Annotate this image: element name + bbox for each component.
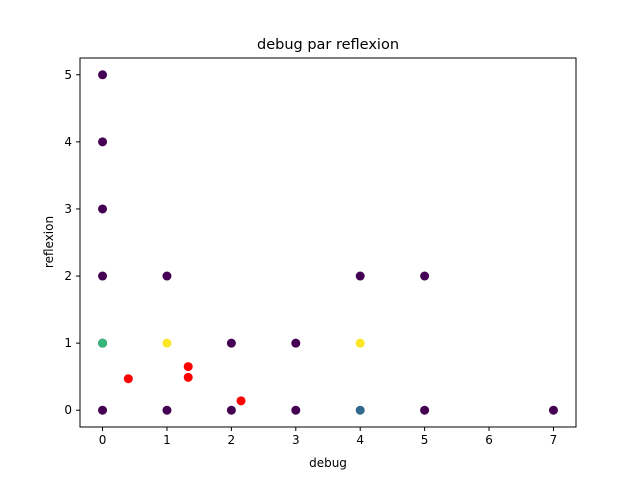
x-axis-label: debug [309,456,347,470]
y-tick-label: 1 [64,336,72,350]
data-point [355,338,365,348]
x-tick-label: 6 [485,433,493,447]
x-tick-label: 3 [292,433,300,447]
data-point [98,405,108,415]
data-point [420,271,430,281]
y-tick-label: 4 [64,135,72,149]
x-tick-label: 5 [421,433,429,447]
data-point [548,405,558,415]
data-point [162,405,172,415]
y-tick-label: 5 [64,68,72,82]
data-point [123,374,133,384]
data-point [236,396,246,406]
data-point [183,362,193,372]
data-point [291,338,301,348]
x-tick-label: 0 [99,433,107,447]
data-point [183,372,193,382]
chart-title: debug par reflexion [257,37,399,53]
data-point [226,338,236,348]
data-point [98,338,108,348]
data-point [98,204,108,214]
data-point [98,137,108,147]
y-tick-label: 2 [64,269,72,283]
x-tick-label: 1 [163,433,171,447]
x-tick-label: 4 [356,433,364,447]
y-tick-label: 0 [64,403,72,417]
x-tick-label: 7 [550,433,558,447]
y-tick-label: 3 [64,202,72,216]
y-axis-label: reflexion [42,216,56,268]
plot-area: 0 1 2 3 4 5 6 7 0 1 2 3 4 5 [64,57,577,447]
data-point [162,271,172,281]
data-point [355,405,365,415]
data-point [162,338,172,348]
data-point [226,405,236,415]
data-point [98,271,108,281]
data-point [98,70,108,80]
x-tick-label: 2 [228,433,236,447]
data-point [291,405,301,415]
data-point [420,405,430,415]
axes-frame [79,57,577,428]
data-point [355,271,365,281]
